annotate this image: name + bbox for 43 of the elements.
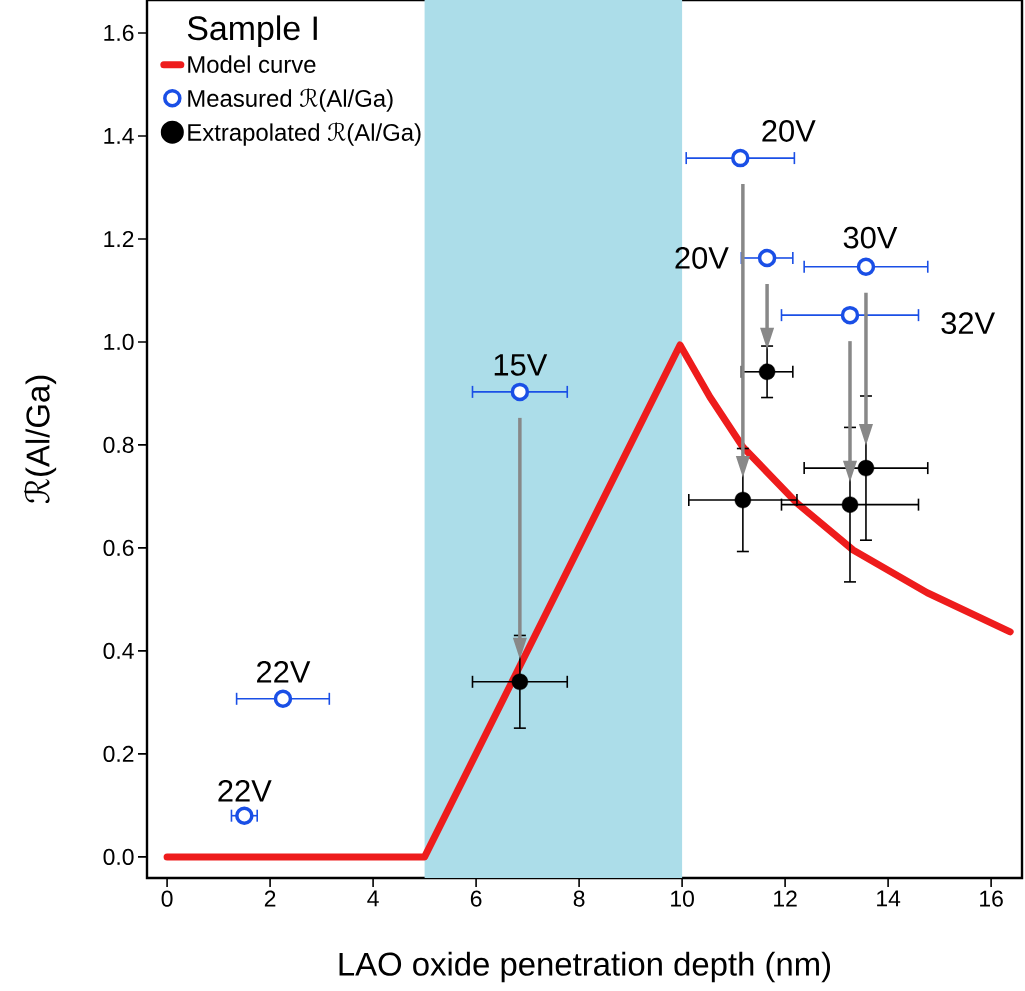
x-tick-label: 12 [774,890,797,907]
y-axis-title: ℛ(Al/Ga) [23,375,57,504]
legend-label: Extrapolated ℛ(Al/Ga) [188,122,421,146]
annotation: 22V [218,779,272,802]
point [840,305,860,325]
point [856,257,876,276]
point [510,382,530,402]
y-tick-label: 0.6 [103,539,134,557]
point [757,248,777,268]
point [511,673,529,690]
legend-title: Sample I [187,15,317,47]
x-tick-label: 10 [671,890,694,907]
x-tick-label: 4 [367,890,379,907]
legend-label: Model curve [188,55,316,73]
annotation: 20V [675,247,729,269]
annotation: 30V [843,226,898,249]
y-tick-label: 1.6 [104,24,134,42]
legend-label: Measured ℛ(Al/Ga) [188,88,393,112]
y-tick-label: 1.0 [104,333,134,351]
point [841,496,859,513]
point [857,459,875,477]
x-tick-label: 16 [980,890,1003,907]
y-tick-label: 0.8 [103,436,134,454]
y-tick-label: 0.2 [103,745,134,762]
y-tick-label: 1.2 [104,230,134,247]
x-tick-label: 2 [264,890,276,907]
y-tick-label: 1.4 [104,128,134,144]
x-axis-title: LAO oxide penetration depth (nm) [339,951,831,983]
point [734,491,752,509]
point [731,148,750,168]
y-tick-label: 0.0 [103,848,134,865]
x-tick-label: 14 [877,890,901,907]
y-tick-label: 0.4 [103,642,134,660]
annotation: 32V [941,312,996,335]
point [273,689,293,709]
x-tick-label: 8 [573,890,585,907]
annotation: 20V [762,120,816,142]
point [758,363,776,380]
x-tick-label: 0 [161,890,173,907]
annotation: 22V [257,661,311,683]
annotation: 15V [494,354,548,376]
point [235,806,254,825]
x-tick-label: 6 [470,890,482,907]
